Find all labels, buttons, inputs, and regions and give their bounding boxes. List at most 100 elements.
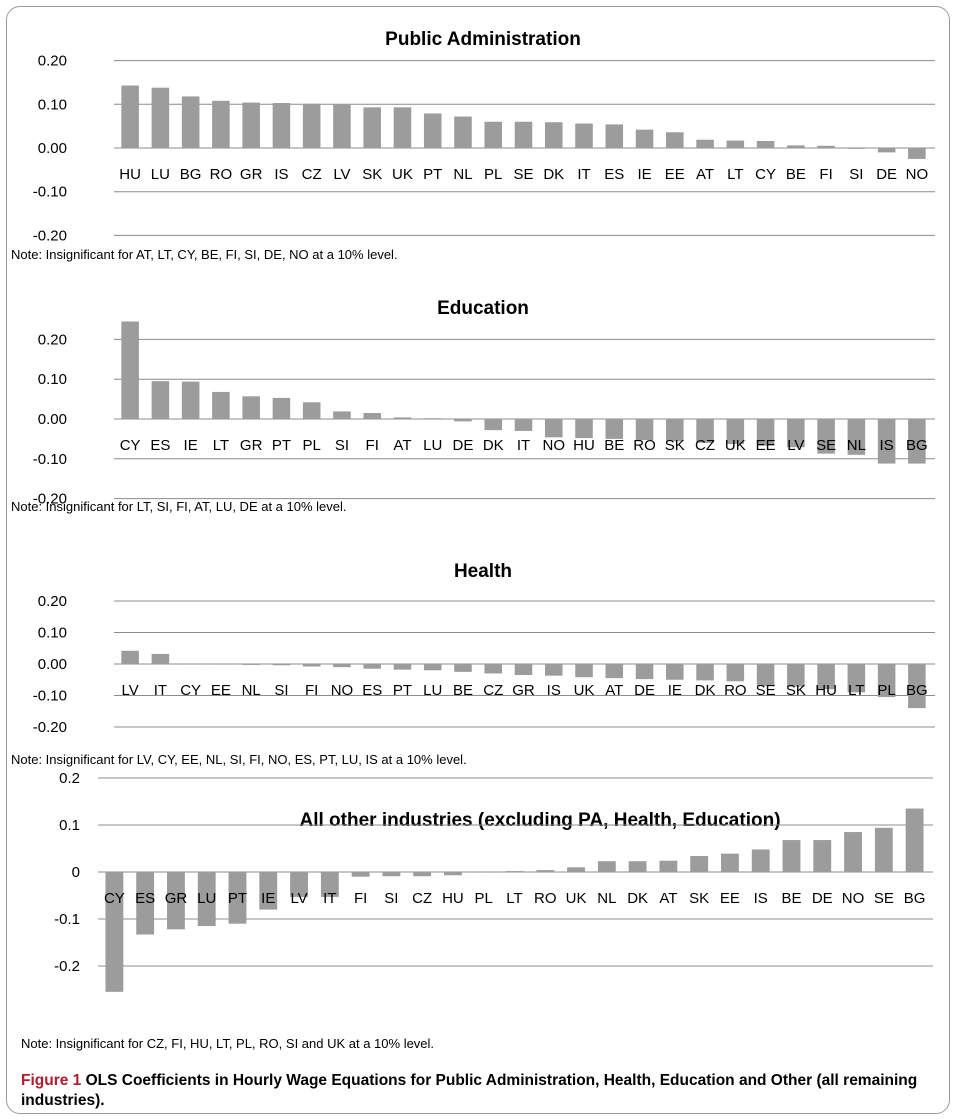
panel-2-bar: [635, 419, 654, 441]
panel-2-category-label: HU: [573, 437, 595, 454]
panel-4-category-label: LT: [506, 890, 522, 907]
panel-3-bar: [151, 653, 170, 664]
panel-2-bar: [181, 381, 200, 419]
panel-3-bar: [787, 664, 805, 687]
panel-2-category-label: PT: [272, 437, 291, 454]
panel-1-bar: [423, 113, 442, 148]
panel-4-category-label: SE: [874, 890, 894, 907]
panel-4-bar: [474, 872, 493, 873]
panel-4-category-label: CZ: [412, 890, 432, 907]
panel-3-bar: [817, 664, 835, 690]
panel-1-category-label: CY: [755, 166, 776, 183]
panel-3-category-label: DK: [695, 682, 716, 699]
panel-2-category-label: LV: [787, 437, 804, 454]
panel-4-bar: [905, 808, 924, 872]
panel-1-bar: [817, 145, 835, 148]
panel-4-y-tick: 0.1: [59, 817, 80, 834]
panel-1-category-label: EE: [665, 166, 685, 183]
panel-1-note: Note: Insignificant for AT, LT, CY, BE, …: [11, 247, 398, 262]
panel-3-category-label: BE: [453, 682, 473, 699]
panel-4-category-label: DE: [812, 890, 833, 907]
panel-1-category-label: LV: [333, 166, 350, 183]
panel-3-y-tick: -0.20: [33, 719, 67, 736]
panel-2-category-label: SE: [816, 437, 836, 454]
panel-4-bar: [228, 872, 247, 924]
panel-1-bar: [302, 103, 321, 148]
panel-1-category-label: GR: [240, 166, 263, 183]
panel-2-category-label: FI: [366, 437, 379, 454]
panel-4-category-label: SK: [689, 890, 709, 907]
panel-1-category-label: RO: [210, 166, 233, 183]
panel-4-bar: [659, 860, 678, 872]
panel-4-category-label: NO: [842, 890, 865, 907]
panel-2-bar: [272, 397, 291, 419]
panel-3-category-label: DE: [634, 682, 655, 699]
panel-3-bar: [121, 650, 139, 664]
panel-4-category-label: LV: [290, 890, 307, 907]
panel-2-bar: [242, 396, 260, 419]
panel-2-title: Education: [437, 298, 529, 319]
panel-1-y-tick: 0.00: [38, 140, 67, 157]
panel-1-bar: [484, 121, 503, 148]
panel-2-category-label: LU: [423, 437, 442, 454]
panel-4-category-label: HU: [442, 890, 464, 907]
panel-2-category-label: DK: [483, 437, 504, 454]
panel-4-y-tick: -0.2: [54, 958, 80, 975]
panel-3-bar: [242, 664, 260, 665]
panel-1-y-tick: 0.10: [38, 96, 67, 113]
panel-1-bar: [212, 100, 230, 148]
panel-3-category-label: UK: [574, 682, 595, 699]
panel-4-y-tick: -0.1: [54, 911, 80, 928]
panel-1-category-label: ES: [604, 166, 624, 183]
panel-1-bar: [393, 107, 412, 148]
panel-1-bar: [242, 102, 260, 148]
panel-2-category-label: AT: [393, 437, 411, 454]
panel-4-category-label: UK: [566, 890, 587, 907]
panel-2-category-label: SI: [335, 437, 349, 454]
panel-3-bar: [575, 664, 593, 678]
panel-4-bar: [320, 872, 339, 897]
panel-3-bar: [484, 664, 503, 674]
panel-2-category-label: UK: [725, 437, 746, 454]
panel-3-bar: [635, 664, 654, 680]
panel-3-bar: [514, 664, 533, 676]
panel-1-bar: [696, 139, 714, 148]
panel-4-bar: [536, 870, 555, 872]
panel-3-category-label: LV: [122, 682, 139, 699]
panel-1-category-label: PL: [484, 166, 502, 183]
panel-4-category-label: FI: [354, 890, 367, 907]
panel-2-bar: [575, 419, 593, 439]
panel-3-category-label: SE: [756, 682, 776, 699]
panel-4-bar: [874, 827, 893, 872]
panel-4-category-label: NL: [597, 890, 616, 907]
panel-4-bar: [782, 840, 801, 872]
panel-4-y-tick: 0: [72, 864, 80, 881]
panel-3-category-label: IT: [154, 682, 167, 699]
panel-1-bar: [181, 96, 200, 148]
panel-1-y-tick: 0.20: [38, 53, 67, 70]
panel-4-bar: [136, 872, 155, 935]
panel-2-bar: [333, 411, 351, 419]
panel-1-category-label: IS: [274, 166, 288, 183]
panel-3-category-label: AT: [605, 682, 623, 699]
panel-1-bar: [847, 148, 866, 149]
panel-2-category-label: NO: [543, 437, 566, 454]
panel-3-bar: [877, 664, 896, 698]
panel-1-bar: [151, 87, 170, 148]
panel-1-bar: [333, 104, 351, 148]
panel-1-category-label: SI: [849, 166, 863, 183]
panel-3-category-label: LU: [423, 682, 442, 699]
panel-3-category-label: EE: [211, 682, 231, 699]
panel-3-bar: [696, 664, 714, 681]
panel-3-category-label: CY: [180, 682, 201, 699]
panel-1-y-tick: -0.10: [33, 184, 67, 201]
panel-1-category-label: UK: [392, 166, 413, 183]
panel-2-bar: [908, 419, 926, 464]
panel-1-category-label: SK: [362, 166, 382, 183]
panel-2-category-label: SK: [665, 437, 685, 454]
panel-4-bar: [382, 872, 401, 877]
panel-3-bar: [272, 664, 291, 666]
panel-2-bar: [393, 417, 412, 419]
panel-1-category-label: IT: [577, 166, 590, 183]
panel-1-category-label: DE: [876, 166, 897, 183]
